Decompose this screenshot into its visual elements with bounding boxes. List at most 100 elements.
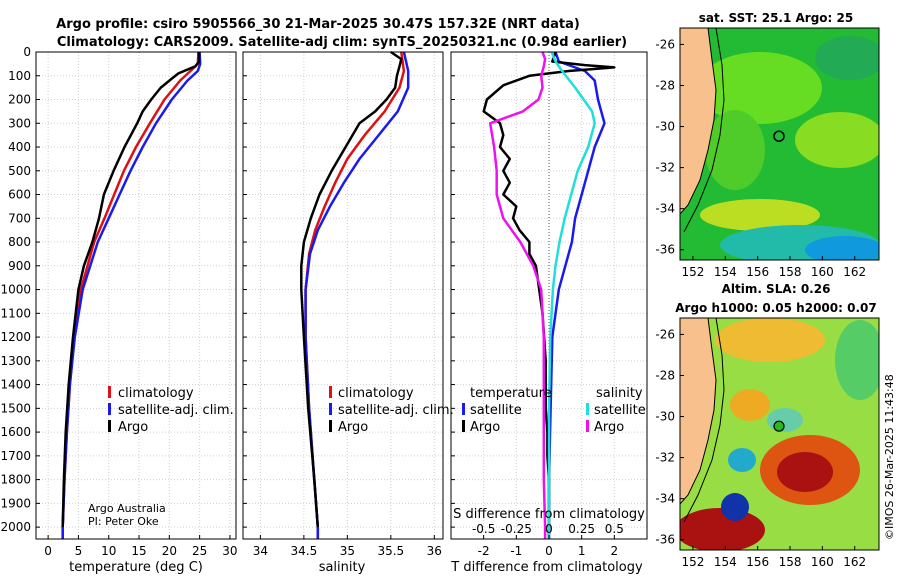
y-tick-label: 0	[23, 45, 31, 59]
sla-map: Altim. SLA: 0.26 Argo h1000: 0.05 h2000:…	[655, 282, 880, 569]
legend-label-t-argo: Argo	[470, 420, 500, 435]
series-line-climatology	[61, 51, 200, 539]
credit-org: Argo Australia	[88, 502, 166, 515]
x-tick-label: -1	[510, 544, 522, 558]
y-tick-label: 1500	[0, 401, 31, 415]
sla-high-core	[777, 452, 833, 492]
sla-map-subtitle: Argo h1000: 0.05 h2000: 0.07	[675, 301, 876, 315]
map-y-tick-label: -28	[655, 368, 675, 382]
map-y-tick-label: -32	[655, 161, 675, 175]
sla-contour	[683, 318, 725, 523]
legend-label-s-satellite: satellite	[594, 403, 646, 418]
sst-land	[680, 28, 717, 215]
legend-label-argo: Argo	[118, 420, 148, 435]
y-tick-label: 1600	[0, 425, 31, 439]
sst-map-title: sat. SST: 25.1 Argo: 25	[699, 11, 853, 25]
sla-high-core	[680, 508, 765, 550]
map-y-tick-label: -30	[655, 120, 675, 134]
series-line-argo	[300, 50, 403, 528]
y-tick-label: 300	[8, 116, 31, 130]
salinity-diff-legend: salinity satellite Argo	[586, 386, 646, 435]
x-tick-label: 25	[192, 544, 207, 558]
sst-patch	[815, 36, 879, 80]
salinity-xlabel: salinity	[319, 560, 366, 575]
y-tick-label: 1300	[0, 354, 31, 368]
series-line-temperature-argo	[482, 51, 616, 539]
salinity-axes-box	[242, 51, 444, 540]
sst-contour	[683, 28, 725, 233]
x-tick-label: 0	[545, 544, 553, 558]
y-tick-label: 600	[8, 188, 31, 202]
map-x-tick-label: 160	[811, 555, 834, 569]
s-tick-label: 0.5	[605, 522, 624, 536]
x-tick-label: -2	[478, 544, 490, 558]
sla-anomaly	[715, 318, 825, 362]
argo-float-marker	[773, 130, 785, 142]
map-y-tick-label: -34	[655, 492, 675, 506]
legend-swatch-s-argo	[586, 420, 589, 432]
legend-swatch-s-satellite	[586, 403, 589, 415]
sla-map-frame	[679, 317, 880, 551]
map-y-tick-label: -30	[655, 410, 675, 424]
series-line-climatology	[304, 51, 406, 539]
x-tick-label: 35	[340, 544, 355, 558]
legend-swatch-satellite-adj	[329, 403, 332, 415]
map-x-tick-label: 156	[746, 555, 769, 569]
map-y-tick-label: -28	[655, 78, 675, 92]
salinity-legend: climatology satellite-adj. clim. Argo	[329, 386, 454, 435]
sla-land	[680, 318, 717, 505]
sst-map: sat. SST: 25.1 Argo: 25 152 154 156 158 160 1…	[655, 11, 880, 279]
difference-panel: -2 -1 0 1 2 -0.5 -0.25 0 0.25 0.5 temperature sat…	[450, 51, 648, 575]
y-tick-label: 1800	[0, 473, 31, 487]
sst-warm-patch	[705, 110, 765, 190]
x-tick-label: 30	[222, 544, 237, 558]
legend-label-climatology: climatology	[118, 386, 194, 401]
y-tick-label: 1200	[0, 330, 31, 344]
legend-label-t-satellite: satellite	[470, 403, 522, 418]
legend-swatch-argo	[329, 420, 332, 432]
map-y-tick-label: -36	[655, 243, 675, 257]
sst-map-frame	[679, 27, 880, 261]
s-tick-label: 0.25	[568, 522, 595, 536]
difference-xlabel: T difference from climatology	[450, 560, 643, 575]
legend-swatch-climatology	[108, 386, 111, 398]
s-tick-label: -0.25	[501, 522, 532, 536]
difference-top-label: S difference from climatology	[453, 507, 645, 522]
sst-warm-patch	[698, 52, 822, 124]
legend-label-satellite-adj: satellite-adj. clim.	[118, 403, 234, 418]
series-line-satellite-adj-clim-	[61, 51, 202, 539]
series-line-salinity-argo	[488, 51, 547, 539]
temperature-axes-box	[35, 51, 237, 540]
x-tick-label: 5	[75, 544, 83, 558]
sla-low	[728, 448, 756, 472]
y-tick-label: 500	[8, 164, 31, 178]
map-x-tick-label: 156	[746, 265, 769, 279]
legend-swatch-t-argo	[462, 420, 465, 432]
y-tick-label: 2000	[0, 520, 31, 534]
map-x-tick-label: 152	[681, 555, 704, 569]
chart-title-line1: Argo profile: csiro 5905566_30 21-Mar-20…	[56, 17, 580, 32]
legend-title-temperature: temperature	[470, 386, 552, 401]
map-x-tick-label: 158	[779, 555, 802, 569]
sla-low-core	[721, 493, 749, 521]
sst-patch	[700, 199, 820, 231]
map-x-tick-label: 162	[843, 265, 866, 279]
map-y-tick-label: -34	[655, 202, 675, 216]
x-tick-label: 34	[253, 544, 268, 558]
series-line-temperature-satellite	[547, 51, 606, 539]
legend-label-satellite-adj: satellite-adj. clim.	[338, 403, 454, 418]
map-x-tick-label: 154	[714, 555, 737, 569]
temperature-diff-legend: temperature satellite Argo	[462, 386, 552, 435]
y-tick-label: 700	[8, 211, 31, 225]
sla-map-title: Altim. SLA: 0.26	[722, 282, 831, 296]
map-x-tick-label: 152	[681, 265, 704, 279]
sla-anomaly	[835, 320, 879, 400]
series-line-argo	[61, 52, 201, 528]
sst-cool-patch	[805, 236, 879, 260]
y-tick-label: 800	[8, 235, 31, 249]
argo-float-marker	[773, 420, 785, 432]
x-tick-label: 20	[162, 544, 177, 558]
map-x-tick-label: 154	[714, 265, 737, 279]
legend-swatch-satellite-adj	[108, 403, 111, 415]
